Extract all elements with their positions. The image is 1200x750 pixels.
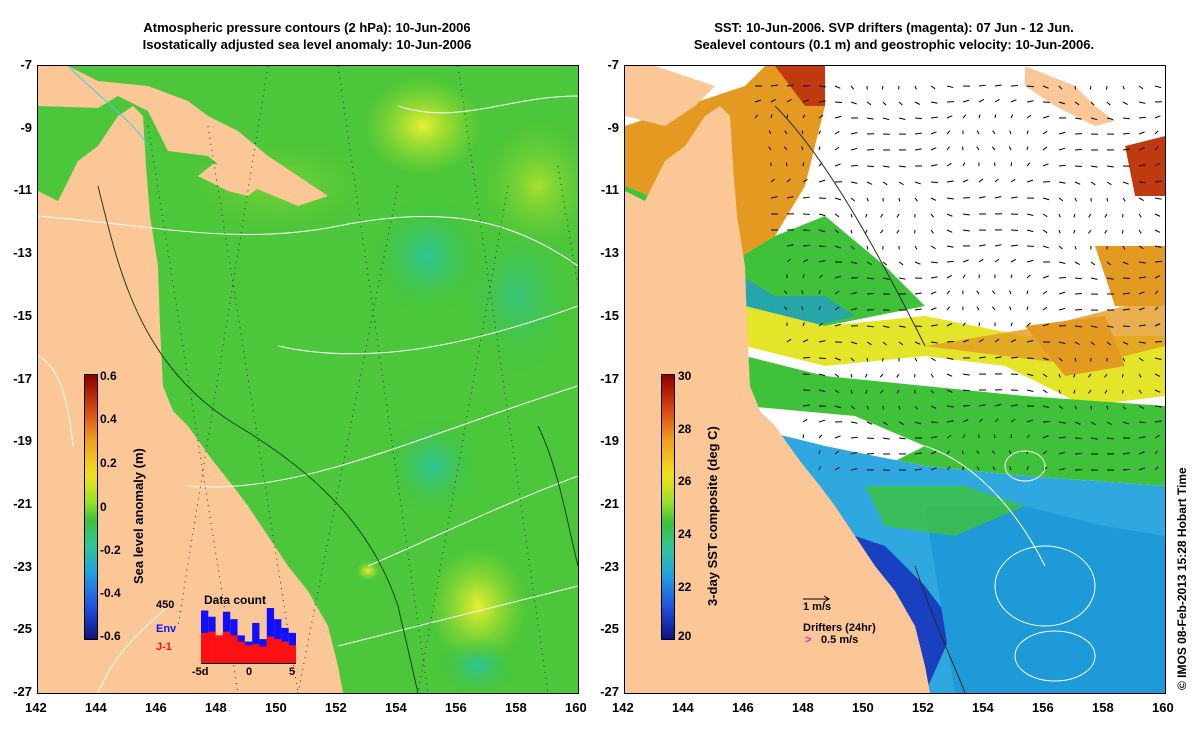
longitude-tick: 158 [505, 700, 527, 715]
right-title-line2: Sealevel contours (0.1 m) and geostrophi… [693, 37, 1095, 52]
sea-level-colorbar [84, 374, 98, 640]
latitude-tick: -15 [13, 307, 32, 323]
left-title-line2: Isostatically adjusted sea level anomaly… [142, 37, 472, 52]
colorbar-tick: 24 [678, 527, 692, 541]
longitude-tick: 152 [912, 700, 934, 715]
colorbar-label: Sea level anomaly (m) [131, 448, 146, 584]
scale-arrow-icon [803, 595, 830, 603]
latitude-tick: -19 [13, 433, 32, 449]
j1-bar [201, 632, 209, 664]
latitude-tick: -25 [600, 621, 619, 637]
longitude-tick: 156 [445, 700, 467, 715]
longitude-tick: 144 [85, 700, 107, 715]
copyright-text: © IMOS 08-Feb-2013 15:28 Hobart Time [1175, 467, 1189, 690]
longitude-tick: 146 [145, 700, 167, 715]
drifters-label: Drifters (24hr) [803, 622, 876, 634]
latitude-tick: -13 [600, 245, 619, 261]
j1-bar [215, 635, 223, 664]
colorbar-tick: 30 [678, 369, 692, 383]
inset-x-tick: -5d [192, 666, 209, 678]
j1-bar [274, 639, 282, 664]
longitude-tick: 142 [612, 700, 634, 715]
right-map-panel[interactable]: 30 28 26 24 22 20 3-day SST composite (d… [624, 65, 1166, 694]
j1-bar [252, 644, 260, 664]
j1-bar [244, 645, 253, 664]
sea-level-anomaly-map [38, 66, 578, 693]
longitude-tick: 156 [1032, 700, 1054, 715]
left-title-line1: Atmospheric pressure contours (2 hPa): 1… [143, 20, 471, 35]
inset-title: Data count [204, 593, 267, 607]
j1-bar [281, 641, 289, 664]
latitude-tick: -27 [13, 684, 32, 699]
longitude-tick: 144 [672, 700, 694, 715]
inset-x-tick: 0 [246, 666, 253, 678]
colorbar-tick: 26 [678, 474, 692, 488]
colorbar-tick: -0.6 [100, 629, 121, 643]
j1-bar [288, 645, 296, 664]
longitude-tick: 152 [325, 700, 347, 715]
latitude-tick: -27 [600, 684, 619, 699]
latitude-tick: -11 [13, 182, 32, 198]
inset-legend-j1: J-1 [156, 641, 172, 653]
latitude-tick: -7 [20, 57, 32, 72]
longitude-tick: 158 [1092, 700, 1114, 715]
sst-map [625, 66, 1165, 693]
longitude-tick: 146 [732, 700, 754, 715]
latitude-tick: -7 [607, 57, 619, 72]
latitude-tick: -19 [600, 433, 619, 449]
longitude-tick: 142 [25, 700, 47, 715]
colorbar-label: 3-day SST composite (deg C) [705, 426, 720, 606]
latitude-tick: -21 [600, 495, 619, 511]
latitude-tick: -17 [600, 370, 619, 386]
j1-bar [230, 635, 238, 664]
colorbar-tick: 0 [100, 500, 107, 514]
sst-colorbar [661, 374, 675, 640]
longitude-tick: 154 [972, 700, 994, 715]
latitude-tick: -23 [13, 558, 32, 574]
scale-arrow-label: 1 m/s [803, 601, 832, 613]
env-bar [252, 622, 260, 664]
colorbar-tick: 22 [678, 580, 692, 594]
longitude-tick: 154 [385, 700, 407, 715]
colorbar-tick: -0.4 [100, 586, 121, 600]
longitude-tick: 148 [792, 700, 814, 715]
latitude-tick: -23 [600, 558, 619, 574]
longitude-tick: 150 [852, 700, 874, 715]
longitude-tick: 150 [265, 700, 287, 715]
longitude-tick: 160 [565, 700, 587, 715]
env-bar [266, 608, 275, 664]
latitude-tick: -25 [13, 621, 32, 637]
data-count-chart [201, 608, 296, 664]
j1-bar [222, 631, 231, 664]
j1-bar [259, 646, 267, 664]
drifters-arrow-icon: > [805, 634, 812, 646]
left-map-panel[interactable]: 0.6 0.4 0.2 0 -0.2 -0.4 -0.6 Sea level a… [37, 65, 579, 694]
j1-bar [237, 641, 245, 664]
right-title-line1: SST: 10-Jun-2006. SVP drifters (magenta)… [714, 20, 1074, 35]
drifters-speed: 0.5 m/s [821, 634, 859, 646]
inset-x-tick: 5 [289, 666, 296, 678]
colorbar-tick: 20 [678, 629, 692, 643]
j1-bar [208, 631, 216, 664]
colorbar-tick: 0.6 [100, 369, 117, 383]
latitude-tick: -9 [20, 119, 32, 135]
colorbar-tick: 28 [678, 422, 692, 436]
inset-legend-env: Env [156, 623, 177, 635]
latitude-tick: -9 [607, 119, 619, 135]
latitude-tick: -13 [13, 245, 32, 261]
latitude-tick: -21 [13, 495, 32, 511]
latitude-tick: -17 [13, 370, 32, 386]
inset-max-label: 450 [156, 599, 175, 611]
longitude-tick: 148 [205, 700, 227, 715]
latitude-tick: -15 [600, 307, 619, 323]
colorbar-tick: 0.2 [100, 456, 117, 470]
colorbar-tick: -0.2 [100, 543, 121, 557]
longitude-tick: 160 [1152, 700, 1174, 715]
colorbar-tick: 0.4 [100, 412, 117, 426]
j1-bar [266, 636, 275, 664]
latitude-tick: -11 [600, 182, 619, 198]
